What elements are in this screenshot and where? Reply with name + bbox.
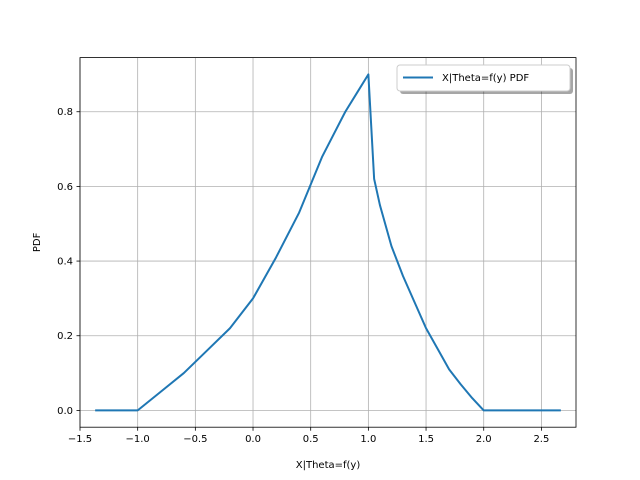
y-axis-ticks: 0.0 0.2 0.4 0.6 0.8 bbox=[57, 107, 80, 417]
x-tick-label: 2.0 bbox=[476, 434, 492, 445]
x-axis-label: X|Theta=f(y) bbox=[296, 460, 361, 471]
pdf-series-line bbox=[95, 73, 561, 412]
x-tick-label: 0.5 bbox=[303, 434, 319, 445]
axes-frame bbox=[79, 57, 577, 428]
x-tick-label: −1.5 bbox=[68, 434, 92, 445]
x-tick-label: 1.0 bbox=[360, 434, 376, 445]
plot-area bbox=[95, 73, 561, 412]
x-tick-label: 0.0 bbox=[245, 434, 261, 445]
legend-box bbox=[396, 64, 571, 92]
x-tick-label: 2.5 bbox=[533, 434, 549, 445]
x-axis-ticks: −1.5 −1.0 −0.5 0.0 0.5 1.0 1.5 2.0 2.5 bbox=[68, 427, 549, 445]
y-tick-label: 0.8 bbox=[57, 107, 73, 118]
y-tick-label: 0.6 bbox=[57, 182, 73, 193]
legend: X|Theta=f(y) PDF bbox=[396, 64, 573, 94]
y-axis-label: PDF bbox=[32, 232, 43, 252]
legend-label: X|Theta=f(y) PDF bbox=[442, 73, 529, 84]
y-tick-label: 0.4 bbox=[57, 257, 73, 268]
y-tick-label: 0.2 bbox=[57, 331, 73, 342]
x-tick-label: −0.5 bbox=[183, 434, 207, 445]
y-tick-label: 0.0 bbox=[57, 406, 73, 417]
x-tick-label: 1.5 bbox=[418, 434, 434, 445]
x-tick-label: −1.0 bbox=[126, 434, 150, 445]
